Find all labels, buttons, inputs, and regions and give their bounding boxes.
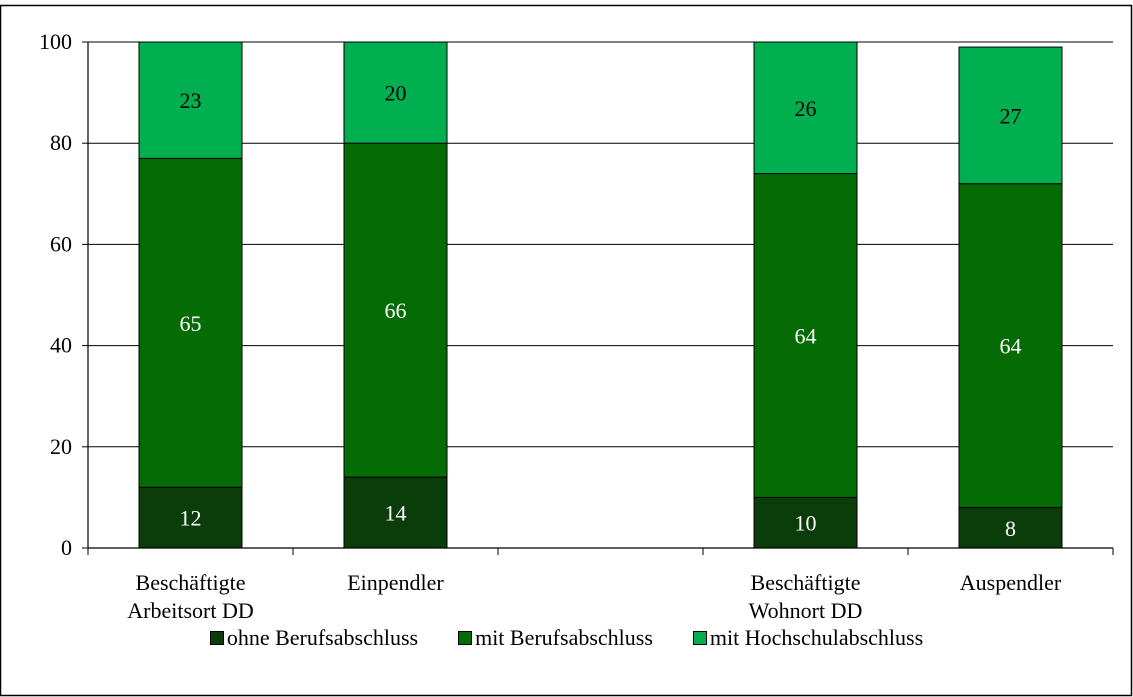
- bar-value-label: 23: [180, 88, 202, 113]
- y-tick-label: 80: [50, 130, 72, 155]
- legend: ohne Berufsabschluss mit Berufsabschluss m…: [0, 623, 1133, 653]
- bar-value-label: 26: [795, 96, 817, 121]
- bar-segment: [753, 173, 858, 498]
- bar-segment: [138, 157, 243, 488]
- bar-value-label: 12: [180, 506, 202, 531]
- bar-value-label: 14: [385, 501, 407, 526]
- gridlines: [88, 41, 1113, 448]
- legend-swatch: [692, 631, 707, 645]
- x-category-label: Auspendler: [960, 570, 1062, 595]
- y-tick-label: 40: [50, 333, 72, 358]
- legend-label: ohne Berufsabschluss: [226, 625, 419, 650]
- bar-value-label: 64: [1000, 334, 1022, 359]
- x-category-label: Arbeitsort DD: [127, 598, 253, 623]
- y-tick-label: 60: [50, 231, 72, 256]
- legend-label: mit Berufsabschluss: [475, 625, 653, 650]
- legend-swatch: [458, 631, 473, 645]
- bar-value-label: 64: [795, 323, 817, 348]
- bar-segment: [343, 142, 448, 478]
- x-category-label: Wohnort DD: [749, 598, 863, 623]
- bar-value-label: 66: [385, 298, 407, 323]
- legend-item: ohne Berufsabschluss: [209, 625, 419, 651]
- legend-item: mit Hochschulabschluss: [692, 625, 924, 651]
- bar-segment: [343, 476, 448, 549]
- bar-value-label: 8: [1005, 516, 1016, 541]
- legend-swatch: [209, 631, 224, 645]
- x-category-label: Einpendler: [347, 570, 444, 595]
- axes: 0 20 40 60 80 100 Beschäftigte Arbeitsort DD Ein…: [39, 29, 1114, 623]
- bar-segment: [958, 183, 1063, 509]
- bar-segment: [958, 507, 1063, 549]
- x-category-label: Beschäftigte: [751, 570, 861, 595]
- bars: 12 65 23 14 66 20 10 64 26 8 64 27: [138, 41, 1063, 549]
- bar-value-label: 65: [180, 311, 202, 336]
- bar-segment: [343, 41, 448, 144]
- y-tick-label: 0: [61, 535, 72, 560]
- bar-segment: [138, 41, 243, 159]
- chart-border: [0, 4, 1133, 697]
- bar-value-label: 10: [795, 511, 817, 536]
- bar-value-label: 20: [385, 81, 407, 106]
- bar-value-label: 27: [1000, 103, 1022, 128]
- y-tick-label: 100: [39, 29, 72, 54]
- bar-segment: [753, 41, 858, 175]
- bar-segment: [958, 46, 1063, 185]
- y-tick-label: 20: [50, 434, 72, 459]
- legend-label: mit Hochschulabschluss: [709, 625, 924, 650]
- x-category-label: Beschäftigte: [136, 570, 246, 595]
- legend-item: mit Berufsabschluss: [458, 625, 653, 651]
